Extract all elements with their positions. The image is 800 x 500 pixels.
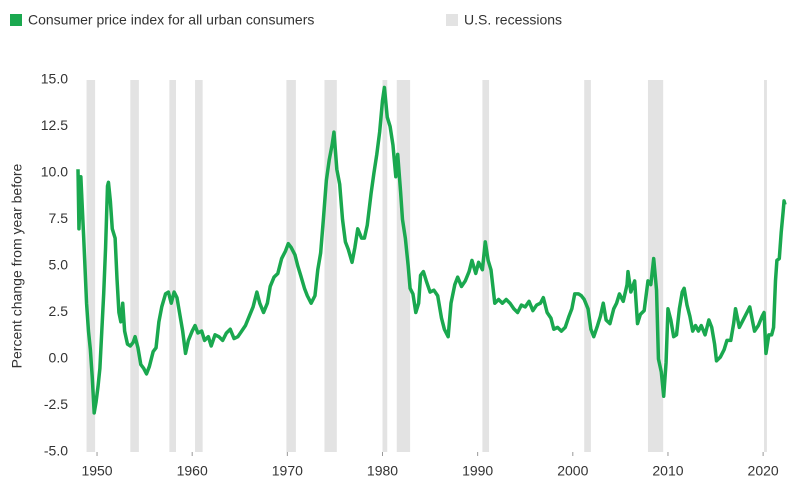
y-axis-label: Percent change from year before [9,163,25,368]
recession-band [130,80,139,452]
legend-swatch [10,14,22,26]
y-tick-label: -5.0 [44,443,68,459]
x-tick-label: 2010 [652,463,683,479]
legend-label: Consumer price index for all urban consu… [28,12,314,28]
y-tick-label: 12.5 [41,117,68,133]
x-tick-label: 1990 [462,463,493,479]
recession-band [286,80,296,452]
x-tick-label: 2000 [557,463,588,479]
recession-band [195,80,203,452]
x-tick-label: 1980 [367,463,398,479]
x-tick-label: 1970 [272,463,303,479]
x-tick-label: 1950 [81,463,112,479]
recession-band [86,80,96,452]
x-tick-label: 2020 [748,463,779,479]
y-tick-label: 5.0 [49,257,69,273]
y-tick-label: 2.5 [49,303,69,319]
y-tick-label: 15.0 [41,71,68,87]
legend-label: U.S. recessions [464,12,562,28]
y-tick-label: -2.5 [44,396,68,412]
x-tick-label: 1960 [177,463,208,479]
recession-band [169,80,177,452]
legend-swatch [446,14,458,26]
recession-band [764,80,767,452]
recession-band [382,80,388,452]
y-tick-label: 0.0 [49,350,69,366]
recession-band [584,80,591,452]
y-tick-label: 10.0 [41,164,68,180]
cpi-line [76,85,787,415]
recession-band [482,80,490,452]
y-tick-label: 7.5 [49,210,69,226]
